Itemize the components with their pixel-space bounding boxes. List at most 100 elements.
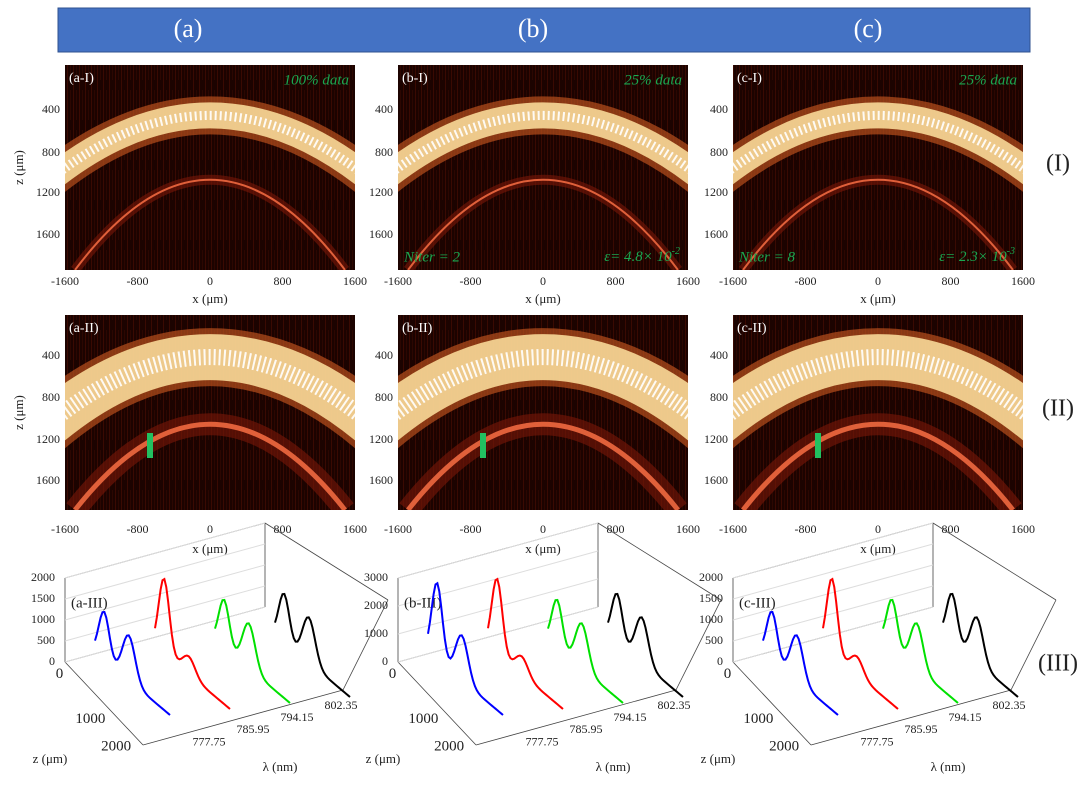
lambda-tick-label: 785.95 (905, 722, 938, 736)
box-line (1010, 599, 1057, 691)
x-tick-label: 800 (274, 274, 292, 288)
epsilon: ε= 4.8× 10-2 (604, 246, 680, 265)
x-tick-label: 1600 (343, 522, 367, 536)
epsilon-base: ε= 2.3× 10 (939, 249, 1007, 265)
oct-image (733, 65, 1023, 270)
header-bar (57, 7, 1031, 53)
y-tick-label: 400 (710, 102, 728, 116)
y-tick-label: 1600 (36, 227, 60, 241)
x-tick-label: 800 (274, 522, 292, 536)
niter: Niter = 2 (403, 249, 460, 265)
y-tick-label: 1200 (704, 185, 728, 199)
z-tick-label: 0 (49, 654, 55, 668)
x-tick-label: 1600 (1011, 522, 1035, 536)
y-tick-label: 800 (42, 390, 60, 404)
x-axis-label: x (μm) (860, 541, 896, 556)
spectrum-curve (822, 577, 899, 710)
grid-line (732, 564, 934, 621)
depth-axis-label: z (μm) (366, 751, 401, 766)
y-tick-label: 1200 (704, 432, 728, 446)
x-tick-label: 0 (875, 274, 881, 288)
y-tick-label: 1200 (36, 432, 60, 446)
y-axis-label: z (μm) (11, 395, 26, 430)
row-label: (I) (1046, 151, 1070, 177)
x-tick-label: 800 (942, 274, 960, 288)
depth-tick-label: 2000 (769, 738, 799, 754)
x-tick-label: 800 (942, 522, 960, 536)
y-axis-label: z (μm) (11, 150, 26, 185)
inner-arc (406, 421, 680, 510)
x-tick-label: -800 (795, 274, 817, 288)
lambda-tick-label: 802.35 (325, 698, 358, 712)
box-line (597, 522, 722, 601)
axis-line (810, 689, 1012, 746)
panel-label: (b-II) (402, 321, 433, 336)
lambda-axis-label: λ (nm) (596, 759, 631, 774)
x-tick-label: -1600 (719, 274, 747, 288)
y-tick-label: 800 (710, 390, 728, 404)
x-axis-label: x (μm) (860, 291, 896, 306)
lambda-tick-label: 777.75 (193, 734, 226, 748)
z-tick-label: 1500 (699, 591, 723, 605)
spectrum-curve (762, 610, 839, 716)
z-tick-label: 0 (717, 654, 723, 668)
oct-image (398, 315, 688, 510)
x-tick-label: -1600 (384, 274, 412, 288)
depth-tick-label: 1000 (408, 711, 438, 727)
depth-tick-label: 0 (724, 666, 732, 682)
marker (480, 433, 486, 458)
column-label: (a) (174, 14, 203, 43)
x-axis-label: x (μm) (192, 291, 228, 306)
axis-line (142, 689, 344, 746)
grid-line (64, 543, 266, 600)
box-line (264, 522, 389, 601)
grid-line (732, 543, 934, 600)
y-tick-label: 400 (375, 102, 393, 116)
x-tick-label: -1600 (51, 522, 79, 536)
z-tick-label: 3000 (364, 570, 388, 584)
marker (147, 433, 153, 458)
grid-line (732, 522, 934, 579)
grid-line (64, 522, 266, 579)
epsilon-exp: -2 (672, 246, 680, 257)
x-tick-label: 800 (607, 522, 625, 536)
x-axis-label: x (μm) (525, 291, 561, 306)
y-tick-label: 800 (375, 390, 393, 404)
y-tick-label: 400 (710, 348, 728, 362)
x-tick-label: 0 (540, 522, 546, 536)
outer-band-hi (65, 111, 355, 174)
z-tick-label: 1500 (31, 591, 55, 605)
inner-arc (74, 178, 346, 270)
panel-note: 25% data (959, 72, 1017, 88)
panel-note: 25% data (624, 72, 682, 88)
spectrum-curve (882, 598, 959, 704)
depth-axis-label: z (μm) (701, 751, 736, 766)
y-tick-label: 1600 (36, 473, 60, 487)
z-tick-label: 500 (705, 633, 723, 647)
depth-tick-label: 1000 (743, 711, 773, 727)
lambda-axis-label: λ (nm) (931, 759, 966, 774)
panel-label: (a-III) (71, 595, 108, 611)
grid-line (397, 578, 599, 635)
grid-line (397, 522, 599, 579)
lambda-axis-label: λ (nm) (263, 759, 298, 774)
y-tick-label: 1200 (369, 432, 393, 446)
column-label: (b) (518, 14, 548, 43)
y-tick-label: 1600 (369, 227, 393, 241)
spectrum-curve (607, 592, 684, 698)
depth-tick-label: 0 (56, 666, 64, 682)
x-tick-label: -800 (127, 522, 149, 536)
y-tick-label: 400 (42, 102, 60, 116)
row-label: (III) (1038, 651, 1078, 677)
x-axis-label: x (μm) (525, 541, 561, 556)
x-tick-label: -800 (460, 522, 482, 536)
grid-line (64, 564, 266, 621)
depth-tick-label: 2000 (101, 738, 131, 754)
x-tick-label: -800 (460, 274, 482, 288)
box-line (675, 599, 722, 691)
lambda-tick-label: 785.95 (237, 722, 270, 736)
marker (815, 433, 821, 458)
oct-image (65, 65, 355, 270)
spectrum-curve (94, 610, 171, 716)
